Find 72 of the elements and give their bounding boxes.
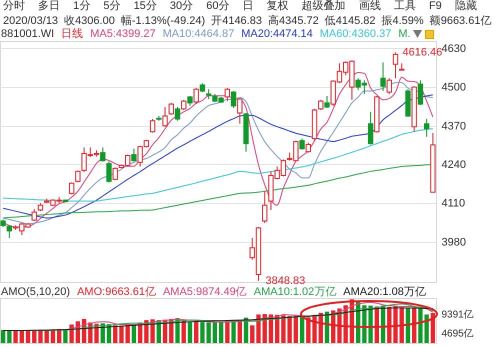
candlestick bbox=[131, 148, 137, 162]
candlestick bbox=[150, 118, 156, 134]
candlestick bbox=[106, 161, 112, 183]
text: 日 bbox=[242, 0, 255, 13]
candlestick bbox=[181, 99, 186, 111]
candlestick bbox=[237, 98, 242, 124]
text: 隐藏 bbox=[454, 0, 478, 13]
series-label: AMA20:1.08万亿 bbox=[343, 286, 426, 298]
candlestick bbox=[206, 88, 212, 100]
candlestick bbox=[306, 142, 311, 154]
text: 额9663.61亿 bbox=[428, 15, 492, 28]
candlestick bbox=[299, 138, 305, 150]
y-tick-label: 4240 bbox=[442, 158, 466, 171]
y-tick-label: 3980 bbox=[442, 236, 466, 248]
text: 低4145.82 bbox=[324, 15, 376, 28]
candlestick bbox=[324, 96, 330, 108]
text: 2020/03/13 bbox=[2, 15, 60, 28]
text: 振4.59% bbox=[380, 15, 425, 28]
candlestick bbox=[168, 102, 174, 116]
y-tick-label: 4695亿 bbox=[442, 328, 474, 340]
chart-subtitle: 日线 bbox=[61, 28, 84, 40]
y-tick-label: 4500 bbox=[442, 82, 466, 94]
candlestick bbox=[194, 88, 199, 105]
candlestick bbox=[162, 106, 168, 128]
text: 复权 bbox=[266, 0, 290, 13]
text: 超级叠加 bbox=[300, 0, 347, 13]
y-tick-label: 4370 bbox=[442, 120, 466, 132]
y-tick-label: 9391亿 bbox=[442, 310, 474, 321]
text: 收4306.00 bbox=[63, 15, 116, 28]
text: 幅-1.13%(-49.24) bbox=[120, 15, 206, 28]
chart-title: AMO(5,10,20) bbox=[1, 286, 70, 298]
text: 画线 bbox=[358, 0, 382, 13]
candlestick bbox=[174, 106, 180, 122]
text: 15分 bbox=[132, 0, 158, 13]
candlestick bbox=[224, 88, 230, 102]
annotation: 3848.83 bbox=[265, 274, 306, 287]
text: MA10:4464.87 bbox=[162, 28, 234, 40]
annotation: 4616.46 bbox=[402, 46, 442, 58]
candlestick bbox=[368, 111, 374, 146]
text: AMA5:9874.49亿 bbox=[162, 286, 247, 298]
text: 分时 bbox=[2, 0, 26, 13]
candlestick bbox=[230, 90, 236, 108]
y-tick-label: 4630 bbox=[442, 42, 466, 55]
series-label: AMO:9663.61亿 bbox=[77, 286, 156, 298]
series-label: AMA10:1.02万亿 bbox=[254, 286, 336, 298]
text: MA60:4360.37 bbox=[320, 28, 392, 40]
candlestick bbox=[112, 166, 118, 181]
text: 开4146.83 bbox=[210, 15, 263, 28]
text: 多日 bbox=[37, 0, 62, 13]
chart-title: 881001.WI bbox=[1, 28, 54, 40]
text: 工具 bbox=[392, 0, 417, 13]
y-tick-label: 4110 bbox=[442, 198, 466, 210]
candlestick bbox=[418, 80, 424, 106]
candlestick bbox=[386, 78, 392, 94]
text: 1分 bbox=[72, 0, 92, 13]
candlestick bbox=[100, 147, 106, 162]
text: MA5:4399.27 bbox=[90, 28, 156, 40]
text: MA20:4474.14 bbox=[241, 28, 313, 40]
text: 高4345.72 bbox=[266, 15, 320, 28]
text: F9 bbox=[428, 0, 443, 13]
text: M. bbox=[398, 28, 411, 40]
text: 5分 bbox=[102, 0, 122, 13]
candlestick bbox=[380, 62, 386, 92]
candlestick bbox=[424, 118, 430, 138]
candlestick bbox=[262, 190, 268, 224]
candlestick bbox=[75, 170, 81, 183]
candlestick bbox=[187, 96, 193, 106]
text: 30分 bbox=[168, 0, 194, 13]
candlestick bbox=[32, 208, 37, 222]
text: 60分 bbox=[205, 0, 230, 13]
candlestick bbox=[392, 52, 398, 79]
candlestick bbox=[318, 99, 324, 111]
